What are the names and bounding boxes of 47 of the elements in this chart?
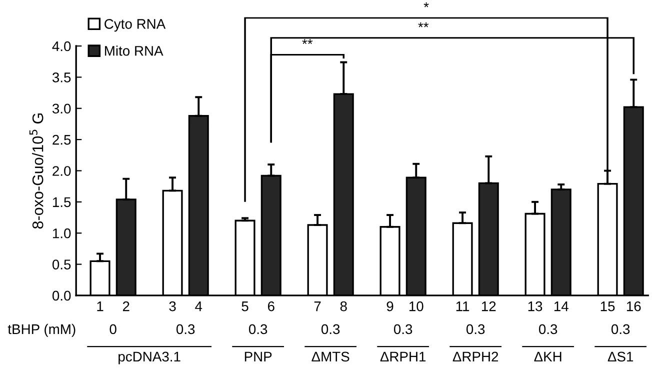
text: 0.3: [394, 324, 412, 334]
y-tick-label: 1.5: [52, 197, 71, 208]
x-tick-label: 3: [169, 301, 176, 312]
text: 0.3: [466, 324, 485, 334]
x-tick-label: 14: [554, 302, 568, 312]
text: ΔKH: [534, 352, 562, 362]
text: 0: [110, 324, 116, 334]
text: *: [424, 2, 429, 8]
x-tick-label: 15: [600, 302, 615, 312]
text: ΔMTS: [312, 352, 350, 362]
y-tick-label: 2.5: [52, 134, 71, 145]
x-tick-label: 13: [528, 301, 542, 312]
y-tick-label: 4.0: [52, 41, 71, 52]
text: ΔRPH1: [380, 352, 426, 362]
x-tick-label: 1: [97, 302, 104, 312]
y-tick-label: 0.5: [52, 260, 71, 270]
x-tick-label: 16: [626, 301, 641, 312]
x-tick-label: 8: [340, 301, 347, 312]
x-tick-label: 5: [242, 302, 248, 312]
legend-label: Cyto RNA: [104, 19, 166, 32]
x-tick-label: 2: [122, 301, 130, 312]
text: ΔS1: [608, 352, 634, 362]
text: tBHP (mM): [8, 324, 76, 337]
x-tick-label: 6: [268, 301, 274, 312]
text: PNP: [244, 352, 272, 362]
y-tick-label: 0.0: [52, 290, 71, 301]
text: ΔRPH2: [452, 352, 498, 362]
legend-label: Mito RNA: [105, 46, 164, 56]
x-tick-label: 10: [409, 301, 424, 312]
text: 0.3: [611, 324, 630, 334]
text: 0.3: [321, 324, 340, 334]
y-axis-title: 8-oxo-Guo/10$^{5}$ G: [29, 113, 44, 229]
y-tick-label: 1.0: [52, 228, 71, 238]
x-tick-label: 11: [456, 302, 470, 312]
y-tick-label: 3.5: [52, 72, 71, 82]
text: **: [302, 39, 313, 44]
text: 0.3: [538, 324, 558, 334]
text: pcDNA3.1: [118, 352, 180, 364]
text: 0.3: [248, 324, 268, 334]
y-tick-label: 2.0: [52, 166, 71, 176]
x-tick-label: 4: [195, 302, 202, 312]
x-tick-label: 9: [386, 301, 394, 312]
text: 0.3: [176, 324, 195, 334]
x-tick-label: 7: [314, 302, 321, 312]
x-tick-label: 12: [482, 301, 496, 312]
y-tick-label: 3.0: [52, 104, 71, 114]
text: **: [418, 22, 429, 28]
